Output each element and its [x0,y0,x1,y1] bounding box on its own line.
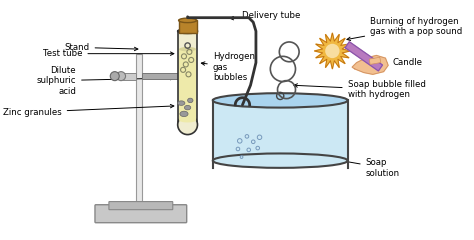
Text: Soap bubble filled
with hydrogen: Soap bubble filled with hydrogen [294,80,426,99]
Text: Test tube: Test tube [43,49,174,58]
Bar [213,100,347,161]
Ellipse shape [184,105,191,110]
Text: Delivery tube: Delivery tube [230,11,301,20]
Bar [369,57,381,65]
Ellipse shape [213,93,347,108]
Ellipse shape [179,118,196,122]
Text: Zinc granules: Zinc granules [3,104,174,117]
Ellipse shape [188,98,193,103]
Circle shape [110,72,119,81]
Ellipse shape [179,47,196,51]
Text: Burning of hydrogen
gas with a pop sound: Burning of hydrogen gas with a pop sound [347,17,463,41]
Ellipse shape [178,115,198,135]
Ellipse shape [180,111,188,117]
Bar [178,31,198,125]
Text: Hydrogen
gas
bubbles: Hydrogen gas bubbles [201,52,255,82]
Text: Stand: Stand [64,43,138,52]
Bar [123,72,137,80]
Ellipse shape [178,101,185,105]
FancyBboxPatch shape [109,202,173,210]
Ellipse shape [179,18,197,23]
Text: Dilute
sulphuric
acid: Dilute sulphuric acid [36,66,174,96]
Bar [179,49,196,120]
Ellipse shape [178,29,198,33]
Polygon shape [345,42,383,71]
Bar [142,73,187,79]
Bar [179,20,197,33]
Bar [137,54,142,211]
FancyBboxPatch shape [95,205,187,223]
Ellipse shape [213,153,347,168]
Circle shape [325,44,339,58]
Ellipse shape [213,93,347,108]
Polygon shape [352,55,388,74]
Text: Candle: Candle [374,58,423,67]
Polygon shape [314,33,350,69]
Circle shape [117,72,126,81]
Text: Soap
solution: Soap solution [325,157,400,178]
